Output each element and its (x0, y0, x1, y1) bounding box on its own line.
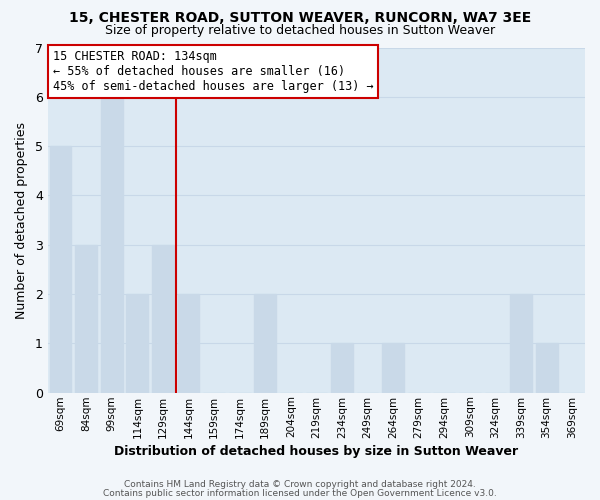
Bar (536, 344, 557, 392)
Text: Contains HM Land Registry data © Crown copyright and database right 2024.: Contains HM Land Registry data © Crown c… (124, 480, 476, 489)
Text: Size of property relative to detached houses in Sutton Weaver: Size of property relative to detached ho… (105, 24, 495, 37)
Bar (76, 244, 97, 392)
Text: 15, CHESTER ROAD, SUTTON WEAVER, RUNCORN, WA7 3EE: 15, CHESTER ROAD, SUTTON WEAVER, RUNCORN… (69, 12, 531, 26)
Bar (510, 294, 532, 392)
Bar (127, 294, 148, 392)
Bar (382, 344, 404, 392)
Bar (178, 294, 199, 392)
Bar (254, 294, 276, 392)
Y-axis label: Number of detached properties: Number of detached properties (15, 122, 28, 318)
Bar (50, 146, 71, 392)
Text: 15 CHESTER ROAD: 134sqm
← 55% of detached houses are smaller (16)
45% of semi-de: 15 CHESTER ROAD: 134sqm ← 55% of detache… (53, 50, 374, 93)
Text: Contains public sector information licensed under the Open Government Licence v3: Contains public sector information licen… (103, 488, 497, 498)
Bar (152, 244, 174, 392)
X-axis label: Distribution of detached houses by size in Sutton Weaver: Distribution of detached houses by size … (115, 444, 518, 458)
Bar (331, 344, 353, 392)
Bar (101, 97, 122, 392)
